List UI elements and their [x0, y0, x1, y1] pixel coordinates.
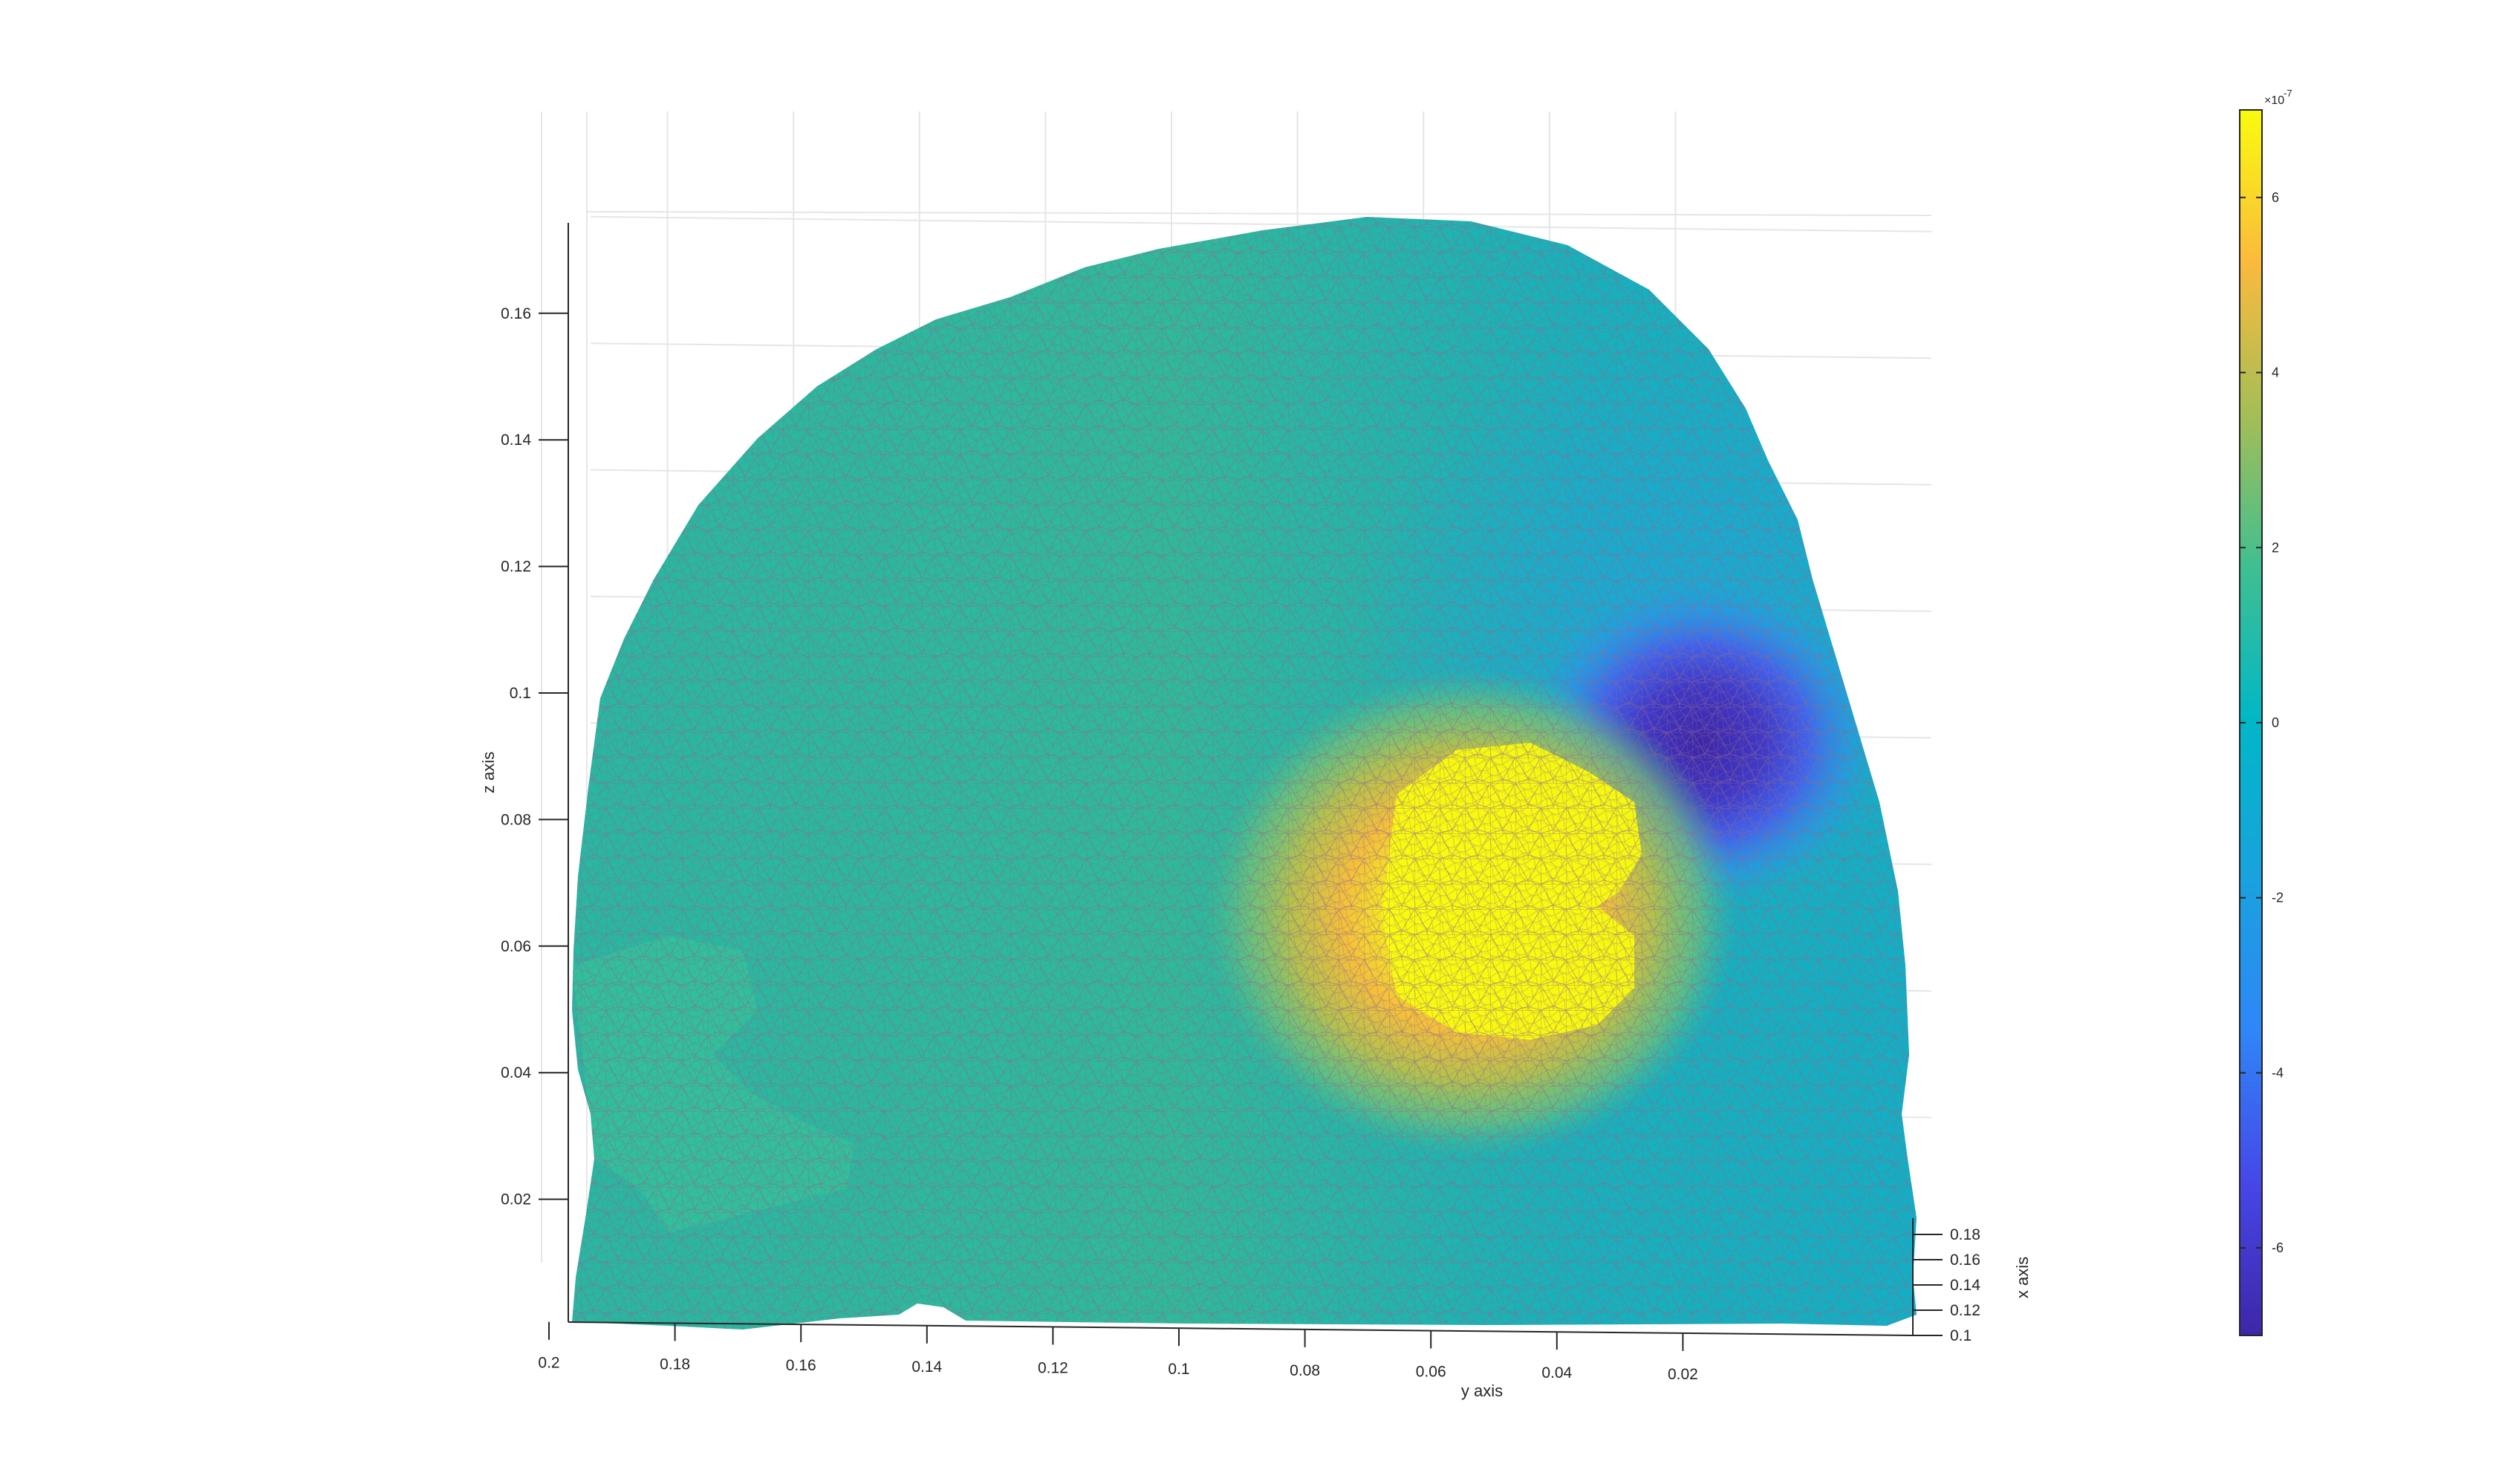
z-tick-label: 0.16	[501, 305, 531, 322]
x-tick-label: 0.14	[1950, 1277, 1980, 1294]
y-tick-label: 0.14	[911, 1358, 942, 1376]
colorbar-tick-label: 6	[2272, 190, 2279, 205]
x-ticks: 0.1 0.12 0.14 0.16 0.18	[1913, 1226, 1980, 1344]
y-tick-label: 0.04	[1541, 1364, 1572, 1382]
y-axis-line	[568, 1321, 1914, 1336]
z-ticks: 0.02 0.04 0.06 0.08 0.1 0.12 0.14 0.16	[501, 305, 568, 1208]
colorbar-tick-label: -4	[2272, 1065, 2284, 1080]
y-tick-label: 0.06	[1416, 1363, 1446, 1380]
colorbar-tick-label: 2	[2272, 540, 2279, 555]
colorbar-multiplier: ×10	[2264, 94, 2284, 107]
colorbar-ticks: -6 -4 -2 0 2 4 6	[2240, 190, 2284, 1255]
y-tick-label: 0.18	[660, 1356, 690, 1373]
colorbar-tick-label: 4	[2272, 365, 2279, 380]
z-tick-label: 0.12	[501, 559, 531, 576]
x-axis-label: x axis	[2013, 1257, 2032, 1298]
x-tick-label: 0.16	[1950, 1252, 1980, 1269]
y-tick-label: 0.12	[1038, 1359, 1068, 1376]
grid-line-top	[586, 211, 1932, 216]
y-axis-label: y axis	[1461, 1382, 1503, 1400]
colorbar-tick-label: -6	[2272, 1240, 2284, 1255]
y-tick-label: 0.08	[1290, 1362, 1320, 1379]
head-surface	[572, 217, 1917, 1330]
z-tick-label: 0.1	[510, 685, 531, 702]
z-tick-label: 0.14	[501, 432, 531, 449]
colorbar-tick-label: -2	[2272, 891, 2284, 905]
y-tick-label: 0.2	[538, 1355, 559, 1372]
x-tick-label: 0.1	[1950, 1327, 1972, 1344]
colorbar-tick-label: 0	[2272, 715, 2279, 730]
x-tick-label: 0.18	[1950, 1226, 1980, 1243]
y-ticks: 0.2 0.18 0.16 0.14 0.12 0.1 0.08 0.06 0.04 0.02	[538, 1321, 1698, 1383]
grid-line-z	[590, 215, 1932, 232]
y-tick-label: 0.02	[1668, 1366, 1698, 1383]
z-tick-label: 0.06	[501, 938, 531, 955]
z-axis-label: z axis	[479, 752, 498, 793]
colorbar: -6 -4 -2 0 2 4 6 ×10 -7	[2239, 88, 2292, 1336]
z-tick-label: 0.02	[501, 1191, 531, 1208]
y-tick-label: 0.1	[1168, 1361, 1189, 1378]
colorbar-exponent: -7	[2284, 88, 2292, 99]
z-tick-label: 0.08	[501, 811, 531, 828]
axes	[568, 223, 1914, 1336]
z-tick-label: 0.04	[501, 1064, 531, 1081]
x-tick-label: 0.12	[1950, 1302, 1980, 1319]
y-tick-label: 0.16	[786, 1357, 816, 1374]
